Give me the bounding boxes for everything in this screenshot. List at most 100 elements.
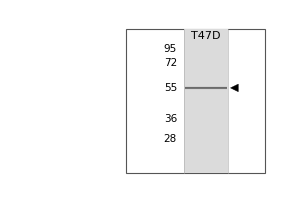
Bar	[184, 171, 228, 172]
Bar	[184, 141, 228, 142]
Bar	[184, 69, 228, 70]
Bar	[184, 138, 228, 139]
Bar	[184, 155, 228, 156]
Bar	[184, 56, 228, 57]
Bar	[184, 38, 228, 39]
Bar	[184, 47, 228, 48]
Bar	[184, 61, 228, 62]
Bar	[185, 87, 227, 88]
Bar	[184, 130, 228, 131]
Bar	[184, 46, 228, 47]
Bar	[184, 94, 228, 95]
Bar	[184, 150, 228, 151]
Bar	[184, 40, 228, 41]
Bar	[184, 162, 228, 163]
Bar	[184, 136, 228, 137]
Bar	[185, 89, 227, 90]
Bar	[184, 74, 228, 75]
Bar	[184, 48, 228, 49]
Bar	[185, 87, 227, 88]
Bar	[184, 103, 228, 104]
Bar	[184, 91, 228, 92]
Bar	[184, 52, 228, 53]
Bar	[185, 85, 227, 86]
Bar	[184, 84, 228, 85]
Bar	[184, 76, 228, 77]
Bar	[184, 78, 228, 79]
Bar	[184, 72, 228, 73]
Bar	[184, 126, 228, 127]
Bar	[184, 36, 228, 37]
Bar	[184, 139, 228, 140]
Bar	[185, 86, 227, 87]
Bar	[184, 82, 228, 83]
Bar	[184, 111, 228, 112]
Bar	[184, 135, 228, 136]
Bar	[184, 95, 228, 96]
Bar	[184, 152, 228, 153]
Bar	[184, 106, 228, 107]
Bar	[184, 96, 228, 97]
Bar	[184, 62, 228, 63]
Bar	[184, 122, 228, 123]
Bar	[184, 101, 228, 102]
Bar	[184, 156, 228, 157]
Bar	[184, 140, 228, 141]
Bar	[184, 133, 228, 134]
Bar	[184, 92, 228, 93]
Bar	[184, 86, 228, 87]
Bar	[184, 127, 228, 128]
Bar	[184, 125, 228, 126]
Bar	[184, 87, 228, 88]
Bar	[184, 50, 228, 51]
Bar	[184, 166, 228, 167]
Bar	[184, 97, 228, 98]
Bar	[184, 59, 228, 60]
Bar	[184, 55, 228, 56]
Bar	[184, 64, 228, 65]
Bar	[184, 85, 228, 86]
Text: 95: 95	[164, 44, 177, 54]
Bar	[126, 29, 266, 173]
Bar	[184, 32, 228, 33]
Bar	[184, 118, 228, 119]
Text: 28: 28	[164, 134, 177, 144]
Polygon shape	[230, 84, 238, 92]
Bar	[184, 169, 228, 170]
Text: 55: 55	[164, 83, 177, 93]
Bar	[184, 149, 228, 150]
Bar	[184, 79, 228, 80]
Bar	[184, 43, 228, 44]
Bar	[184, 108, 228, 109]
Bar	[184, 154, 228, 155]
Bar	[184, 161, 228, 162]
Bar	[184, 163, 228, 164]
Bar	[184, 134, 228, 135]
Bar	[184, 31, 228, 32]
Bar	[184, 145, 228, 146]
Bar	[184, 123, 228, 124]
Bar	[184, 77, 228, 78]
Bar	[184, 81, 228, 82]
Bar	[184, 137, 228, 138]
Bar	[184, 131, 228, 132]
Bar	[184, 63, 228, 64]
Bar	[184, 68, 228, 69]
Bar	[184, 88, 228, 89]
Bar	[184, 71, 228, 72]
Bar	[184, 80, 228, 81]
Bar	[184, 143, 228, 144]
Bar	[184, 35, 228, 36]
Bar	[184, 120, 228, 121]
Bar	[184, 104, 228, 105]
Bar	[184, 121, 228, 122]
Bar	[184, 83, 228, 84]
Bar	[184, 128, 228, 129]
Bar	[184, 29, 228, 30]
Bar	[184, 153, 228, 154]
Bar	[184, 75, 228, 76]
Bar	[184, 37, 228, 38]
Bar	[184, 168, 228, 169]
Bar	[184, 132, 228, 133]
Bar	[184, 65, 228, 66]
